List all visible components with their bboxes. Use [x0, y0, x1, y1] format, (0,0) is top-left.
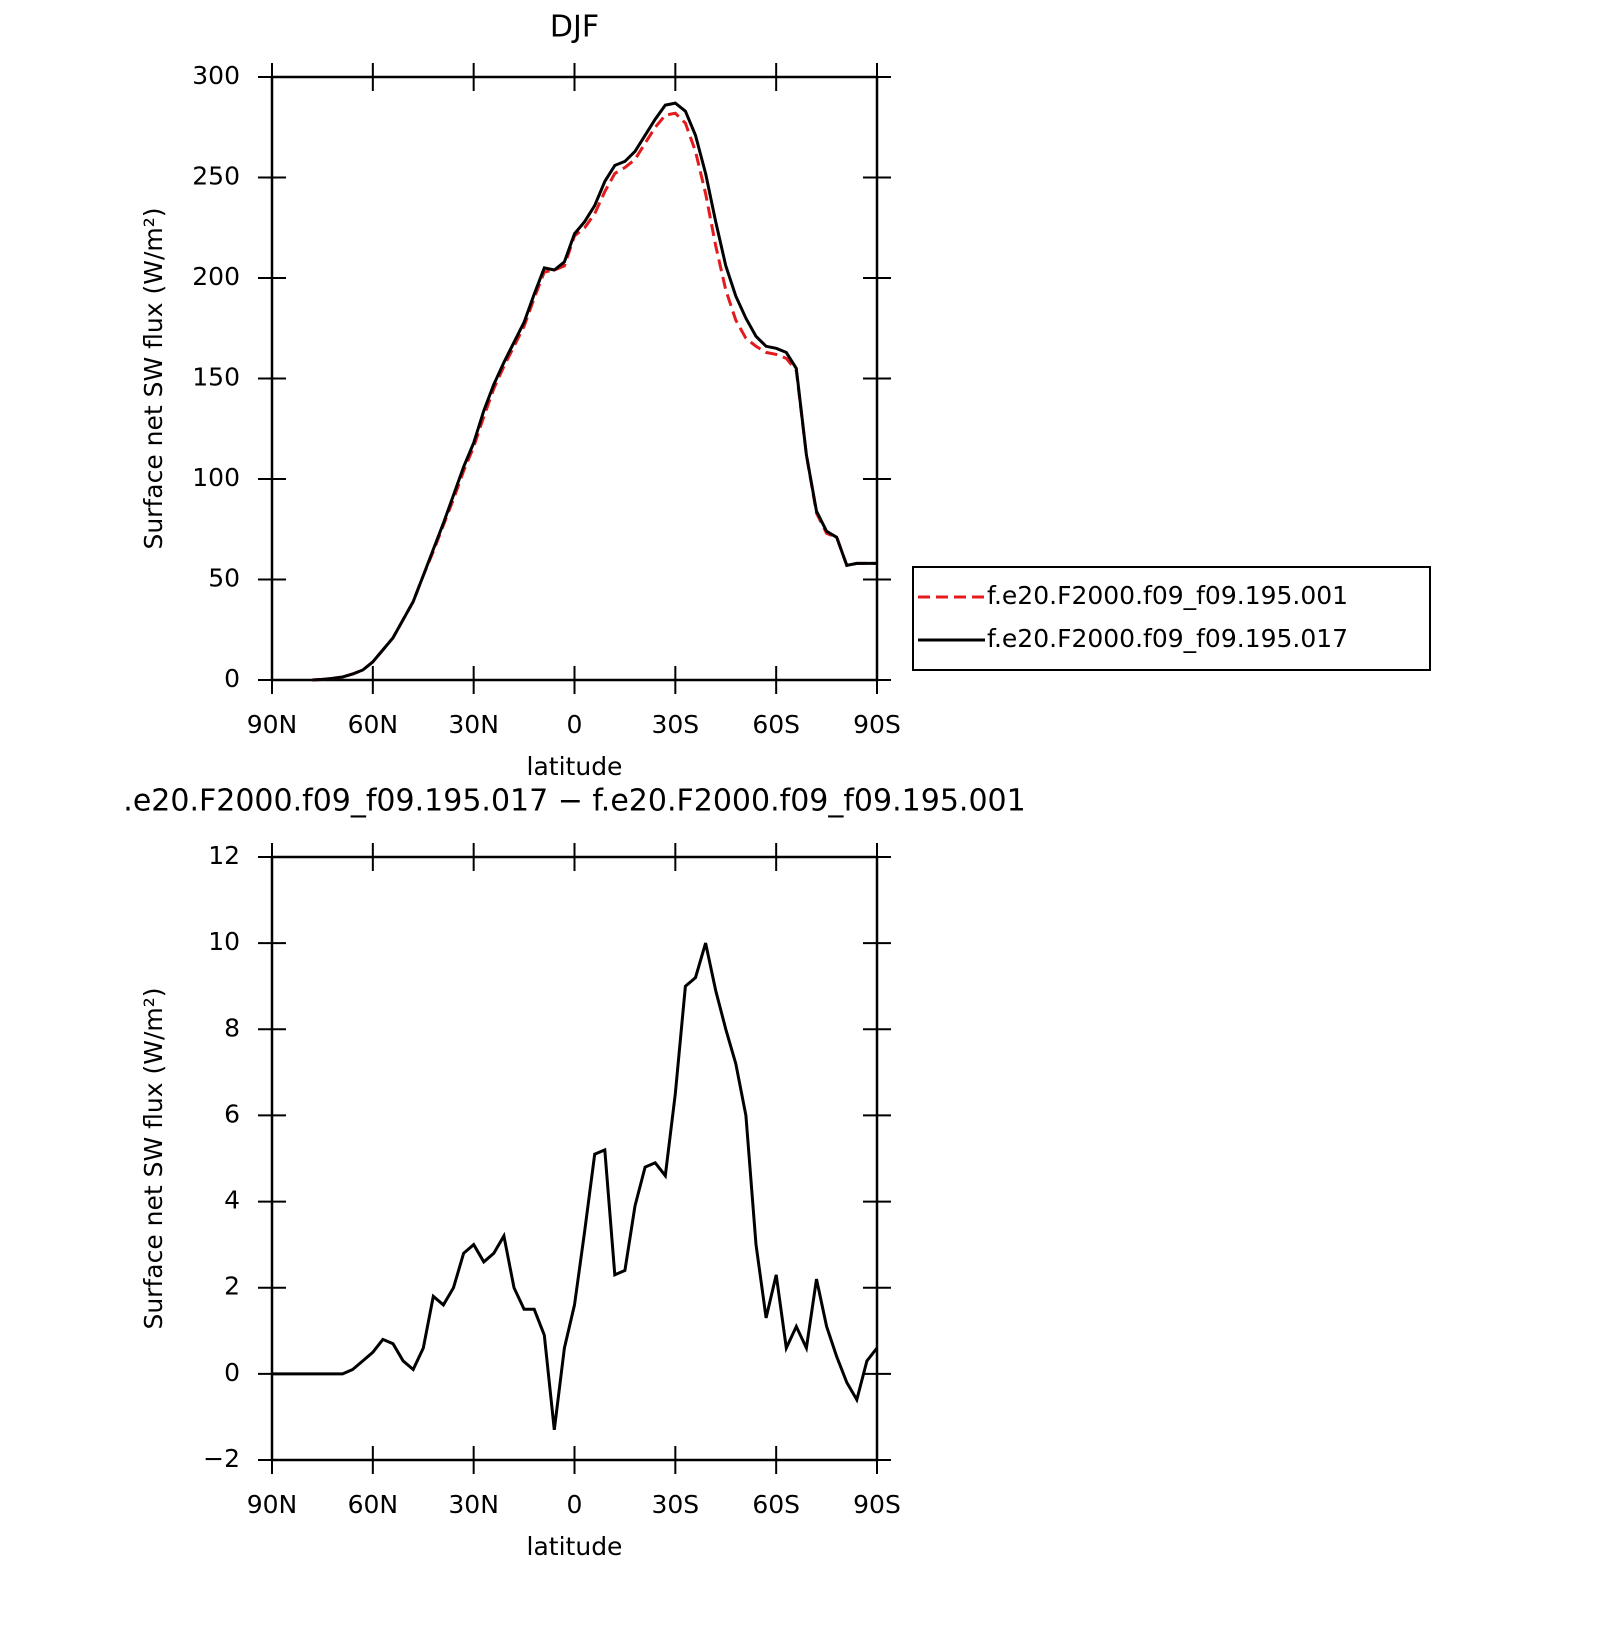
data-line — [312, 111, 877, 682]
plot-frame — [270, 855, 879, 1462]
y-axis-label: Surface net SW flux (W/m²) — [139, 987, 168, 1329]
x-tick-label: 30N — [448, 1490, 499, 1519]
y-tick-label: 200 — [192, 262, 240, 291]
chart-title: DJF — [550, 10, 599, 45]
data-line — [272, 942, 879, 1430]
legend-box — [912, 566, 1431, 671]
y-tick-label: 12 — [208, 841, 240, 870]
x-tick-label: 90N — [247, 710, 298, 739]
x-tick-label: 90N — [247, 1490, 298, 1519]
x-tick-label: 60S — [752, 710, 800, 739]
x-tick-label: 90S — [853, 1490, 901, 1519]
legend-label: f.e20.F2000.f09_f09.195.001 — [987, 581, 1348, 610]
y-tick-label: 0 — [224, 1358, 240, 1387]
y-axis-label: Surface net SW flux (W/m²) — [139, 207, 168, 549]
x-tick-label: 0 — [567, 1490, 583, 1519]
y-tick-label: 10 — [208, 927, 240, 956]
y-tick-label: 100 — [192, 463, 240, 492]
x-axis-label: latitude — [527, 752, 623, 781]
y-tick-label: 8 — [224, 1013, 240, 1042]
y-tick-label: 4 — [224, 1186, 240, 1215]
y-tick-label: 0 — [224, 664, 240, 693]
data-line — [312, 101, 877, 682]
x-tick-label: 0 — [567, 710, 583, 739]
y-tick-label: 250 — [192, 162, 240, 191]
y-tick-label: 2 — [224, 1272, 240, 1301]
x-tick-label: 90S — [853, 710, 901, 739]
x-tick-label: 60N — [348, 1490, 399, 1519]
x-tick-label: 60S — [752, 1490, 800, 1519]
y-tick-label: −2 — [203, 1444, 240, 1473]
x-tick-label: 30S — [651, 710, 699, 739]
x-tick-label: 60N — [348, 710, 399, 739]
y-tick-label: 300 — [192, 61, 240, 90]
y-tick-label: 150 — [192, 363, 240, 392]
x-tick-label: 30N — [448, 710, 499, 739]
plot-frame — [270, 75, 879, 682]
y-tick-label: 6 — [224, 1099, 240, 1128]
legend-label: f.e20.F2000.f09_f09.195.017 — [987, 624, 1348, 653]
x-axis-label: latitude — [527, 1532, 623, 1561]
y-tick-label: 50 — [208, 564, 240, 593]
x-tick-label: 30S — [651, 1490, 699, 1519]
chart-title: .e20.F2000.f09_f09.195.017 − f.e20.F2000… — [123, 784, 1025, 819]
